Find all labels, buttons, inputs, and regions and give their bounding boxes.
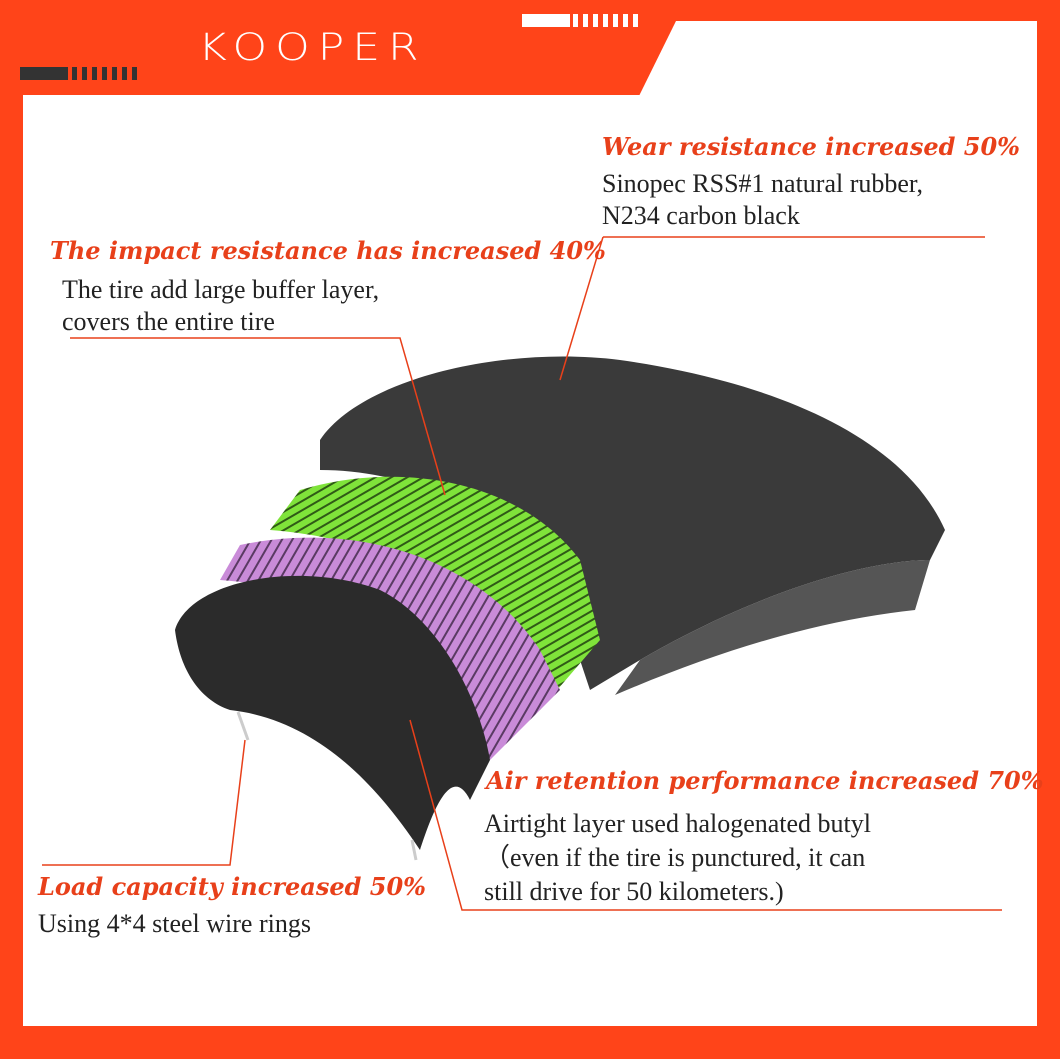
steel-wire [236,711,418,861]
callout-wear-line: Sinopec RSS#1 natural rubber, [602,169,924,198]
callout-load-title: Load capacity increased 50% [38,872,426,901]
callout-wear-line: N234 carbon black [602,201,800,230]
callout-lines [42,236,1002,911]
callout-air-line: （even if the tire is punctured, it can [484,843,866,872]
callout-impact-line: The tire add large buffer layer, [62,275,380,304]
callout-air-title: Air retention performance increased 70% [486,766,1044,795]
callout-load-line: Using 4*4 steel wire rings [38,909,311,938]
tread-sidewall [615,560,930,695]
checker-stripe-left [20,67,137,80]
checker-stripe-top [522,14,638,27]
inner-liner [175,575,490,850]
brand-logo: KOOPER [198,25,427,70]
tread-layer [320,356,945,690]
callout-impact-title: The impact resistance has increased 40% [50,236,606,265]
callout-air-line: still drive for 50 kilometers.) [484,877,784,906]
callout-wear-title: Wear resistance increased 50% [602,132,1020,161]
callout-impact-line: covers the entire tire [62,307,275,336]
tire-cross-section-illustration [175,356,945,861]
callout-air-line: Airtight layer used halogenated butyl [484,809,872,838]
header-notch [639,21,1037,96]
